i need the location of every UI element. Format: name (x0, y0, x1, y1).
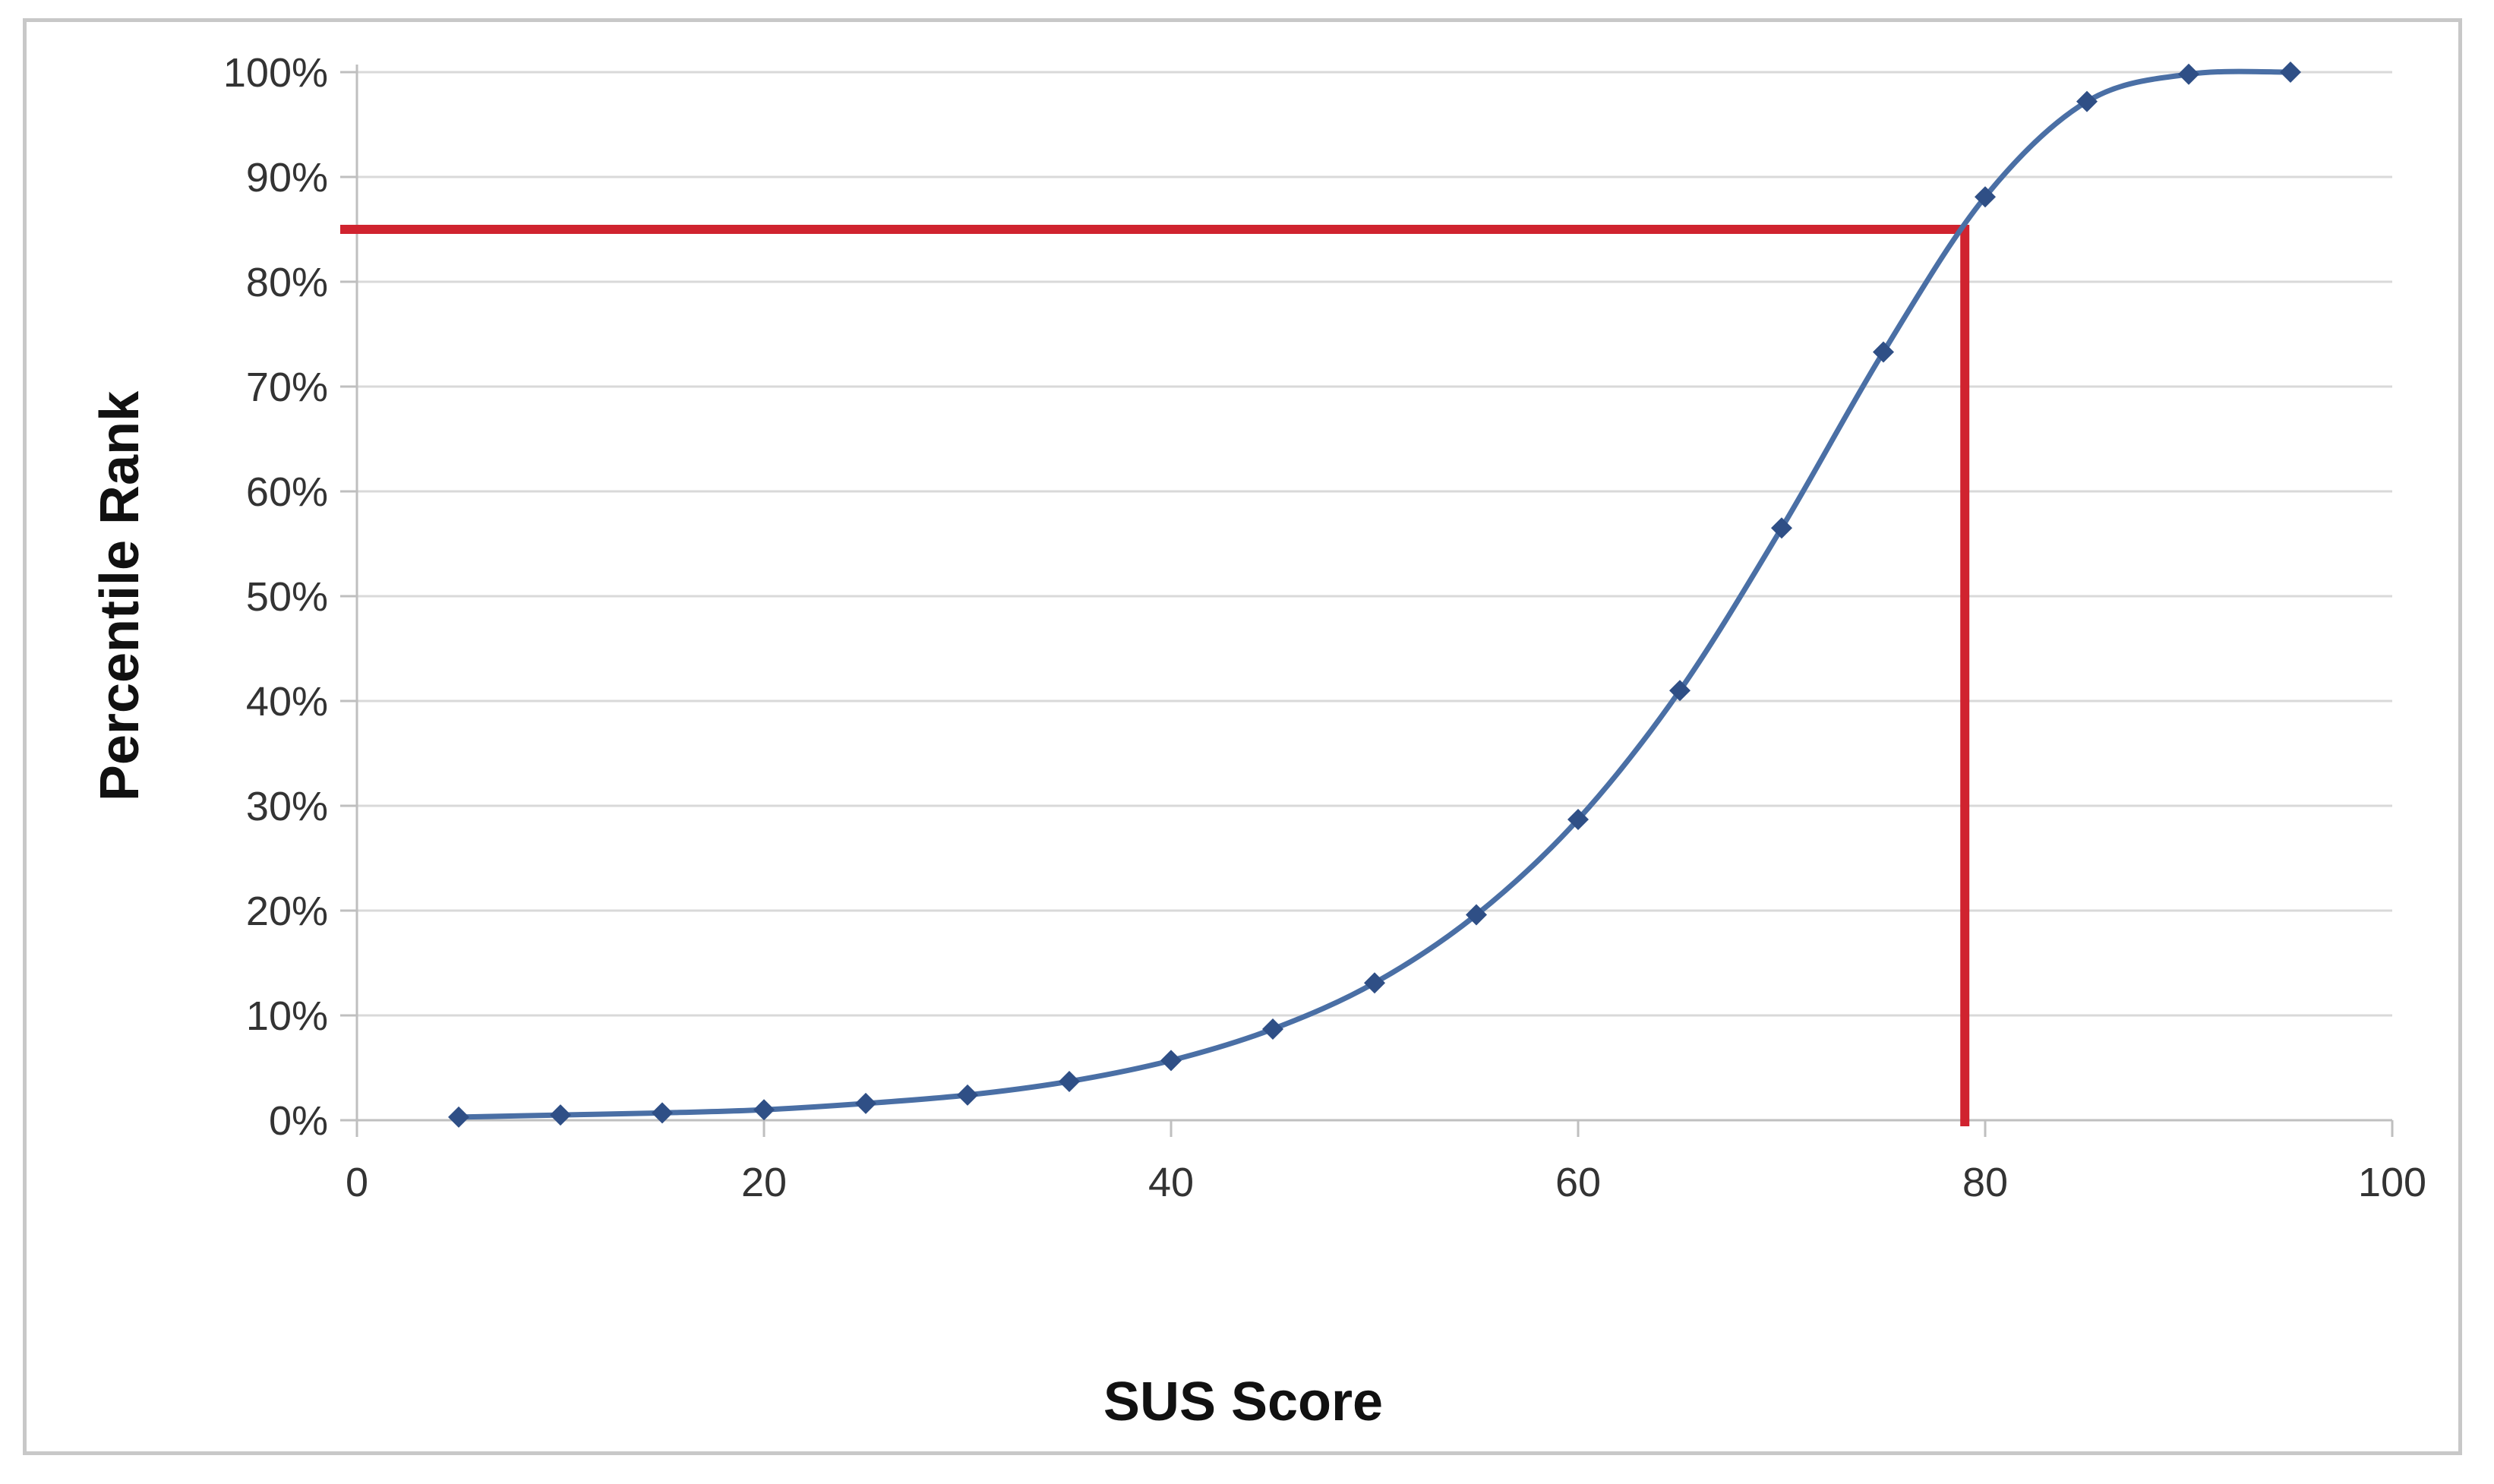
data-point (1975, 186, 1996, 208)
x-tick-label: 100 (2358, 1160, 2426, 1205)
x-axis-title: SUS Score (1103, 1372, 1383, 1432)
data-point (1364, 972, 1385, 994)
data-point (1262, 1018, 1283, 1040)
data-point (550, 1104, 571, 1126)
data-point (1466, 904, 1487, 926)
x-tick-label: 60 (1555, 1160, 1601, 1205)
y-tick-label: 70% (246, 365, 328, 410)
data-point (1771, 517, 1792, 539)
x-tick-label: 80 (1962, 1160, 2008, 1205)
data-point (1669, 680, 1691, 702)
x-tick-label: 0 (346, 1160, 368, 1205)
data-point (2178, 63, 2199, 85)
y-tick-labels: 0% 10% 20% 30% 40% 50% 60% 70% 80% 90% 100% (223, 50, 328, 1144)
data-point (1567, 808, 1589, 830)
chart-frame (23, 18, 2462, 1455)
x-tick-label: 40 (1148, 1160, 1194, 1205)
y-tick-label: 20% (246, 889, 328, 934)
y-tick-label: 50% (246, 574, 328, 620)
data-point (753, 1099, 775, 1121)
y-tick-label: 60% (246, 469, 328, 515)
series (448, 62, 2301, 1128)
y-tick-label: 10% (246, 993, 328, 1039)
x-tick-labels: 0 20 40 60 80 100 (346, 1160, 2426, 1205)
reference-lines (340, 225, 1970, 1126)
y-tick-label: 0% (269, 1098, 328, 1144)
data-point (957, 1084, 978, 1106)
y-axis-title: Percentile Rank (90, 390, 150, 801)
data-point (855, 1092, 876, 1114)
x-tick-label: 20 (741, 1160, 787, 1205)
data-point (2280, 62, 2301, 83)
data-point (652, 1102, 673, 1124)
y-tick-label: 100% (223, 50, 328, 96)
y-tick-label: 90% (246, 155, 328, 200)
data-point (2076, 90, 2098, 112)
y-tick-label: 40% (246, 679, 328, 725)
data-point (1059, 1070, 1080, 1092)
data-point (448, 1106, 469, 1128)
y-tick-label: 30% (246, 784, 328, 829)
gridlines (357, 71, 2392, 1017)
data-point (1160, 1050, 1182, 1072)
y-tick-label: 80% (246, 260, 328, 305)
axes (340, 65, 2394, 1137)
data-point (1873, 341, 1894, 363)
